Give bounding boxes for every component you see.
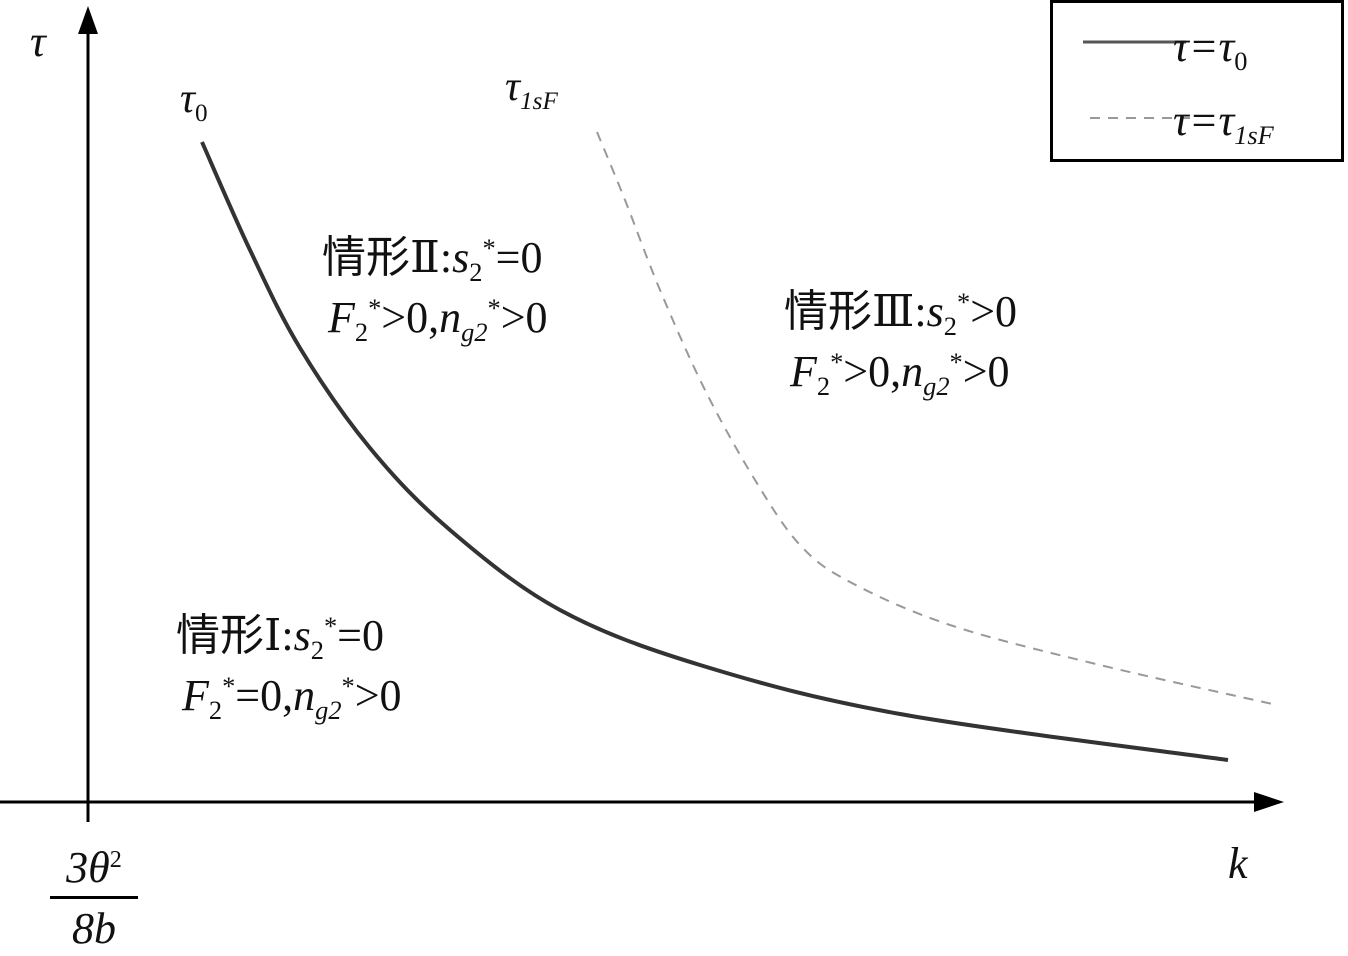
- label-segment: 2: [816, 371, 831, 402]
- region-label-case-1: 情形Ⅰ:s2*=0 F2*=0,ng2*>0: [176, 611, 402, 723]
- curve-tau1sF: [596, 131, 1278, 706]
- label-segment: g2: [315, 695, 342, 726]
- label-segment: 情形Ⅲ:: [784, 287, 927, 336]
- label-segment: F: [182, 671, 209, 720]
- label-segment: *: [323, 611, 338, 642]
- legend-item-tau0: τ=τ0: [1173, 22, 1248, 77]
- region-line2: F2*>0,ng2*>0: [322, 293, 548, 345]
- label-segment: n: [901, 347, 924, 396]
- label-segment: n: [293, 671, 316, 720]
- label-segment: >0: [500, 293, 548, 342]
- label-segment: *: [341, 671, 355, 702]
- label-segment: *: [956, 287, 971, 318]
- label-segment: *: [487, 293, 501, 324]
- label-segment: >0,: [843, 347, 902, 396]
- label-segment: *: [222, 671, 236, 702]
- curve-label-tau1sF: τ1sF: [505, 64, 558, 115]
- label-segment: >0: [962, 347, 1010, 396]
- label-segment: s: [293, 611, 311, 660]
- label-segment: s: [452, 233, 470, 282]
- region-line1: 情形Ⅰ:s2*=0: [176, 611, 402, 663]
- region-line2: F2*>0,ng2*>0: [784, 347, 1017, 399]
- label-segment: s: [926, 287, 944, 336]
- label-segment: >0,: [381, 293, 440, 342]
- label-segment: n: [439, 293, 462, 342]
- label-segment: g2: [461, 317, 488, 348]
- label-segment: F: [328, 293, 355, 342]
- region-line1: 情形Ⅲ:s2*>0: [784, 287, 1018, 339]
- y-axis-label: τ: [30, 17, 46, 66]
- curve-label-tau0: τ0: [180, 76, 208, 127]
- legend: τ=τ0 τ=τ1sF: [1050, 0, 1344, 162]
- label-segment: F: [790, 347, 817, 396]
- region-label-case-3: 情形Ⅲ:s2*>0 F2*>0,ng2*>0: [784, 287, 1018, 399]
- legend-item-tau1sF: τ=τ1sF: [1173, 96, 1274, 151]
- label-segment: 2: [310, 635, 324, 666]
- label-segment: >0: [354, 671, 402, 720]
- label-segment: g2: [923, 371, 950, 402]
- fraction-bar: [50, 896, 138, 899]
- region-label-case-2: 情形Ⅱ:s2*=0 F2*>0,ng2*>0: [322, 233, 548, 345]
- y-axis-arrow: [78, 6, 98, 34]
- x-origin-numerator: 3θ2: [66, 843, 122, 892]
- x-origin-label: 3θ2 8b: [50, 842, 138, 954]
- label-segment: 2: [469, 257, 483, 288]
- label-segment: *: [949, 347, 963, 378]
- region-line1: 情形Ⅱ:s2*=0: [322, 233, 548, 285]
- curve-tau0: [200, 141, 1229, 762]
- label-segment: 情形Ⅱ:: [322, 233, 453, 282]
- x-axis-arrow: [1254, 792, 1284, 812]
- label-segment: =0: [495, 233, 543, 282]
- label-segment: *: [482, 233, 496, 264]
- label-segment: *: [368, 293, 382, 324]
- label-segment: =0: [337, 611, 384, 660]
- label-segment: 2: [354, 317, 369, 348]
- label-segment: 2: [943, 311, 957, 342]
- region-line2: F2*=0,ng2*>0: [176, 671, 402, 723]
- label-segment: 2: [208, 695, 223, 726]
- label-segment: >0: [970, 287, 1018, 336]
- label-segment: *: [830, 347, 844, 378]
- x-origin-denominator: 8b: [72, 904, 116, 953]
- x-axis-label: k: [1228, 839, 1248, 888]
- label-segment: =0,: [235, 671, 294, 720]
- label-segment: 情形Ⅰ:: [176, 611, 294, 660]
